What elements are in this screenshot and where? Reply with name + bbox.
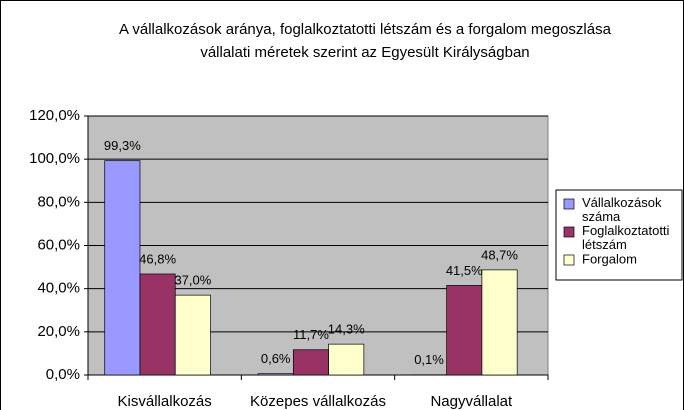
data-label: 41,5% [446,263,483,278]
legend-label: Vállalkozások száma [582,195,662,224]
data-label: 46,8% [139,251,176,266]
legend-label: Forgalom [582,251,637,266]
y-tick-label: 80,0% [37,193,80,210]
chart-title: vállalati méretek szerint az Egyesült Ki… [200,44,529,61]
bar [139,273,176,376]
data-label: 99,3% [104,138,141,153]
x-tick-label: Nagyvállalat [430,393,513,410]
y-tick-label: 0,0% [46,366,80,383]
bar [446,285,483,376]
data-label: 0,6% [261,351,291,366]
legend-label: Foglalkoztatotti létszám [582,223,670,252]
data-label: 14,3% [328,322,365,337]
data-label: 48,7% [481,247,518,262]
bar [257,373,294,376]
y-tick-label: 100,0% [29,150,80,167]
chart-title: A vállalkozások aránya, foglalkoztatotti… [119,21,612,38]
legend-swatch [563,254,575,266]
bar [292,349,329,376]
y-tick-label: 40,0% [37,280,80,297]
legend-swatch [563,198,575,210]
y-tick-label: 60,0% [37,236,80,253]
bar [174,294,211,376]
bar [104,160,141,376]
data-label: 0,1% [414,352,444,367]
x-tick-label: Közepes vállalkozás [250,393,386,410]
bar [328,343,365,376]
x-tick-label: Kisvállalkozás [118,393,212,410]
y-tick-label: 20,0% [37,323,80,340]
data-label: 11,7% [293,327,329,342]
bar [481,269,518,376]
legend-swatch [563,226,575,238]
y-tick-label: 120,0% [29,107,80,124]
data-label: 37,0% [174,273,211,288]
legend [555,189,683,281]
